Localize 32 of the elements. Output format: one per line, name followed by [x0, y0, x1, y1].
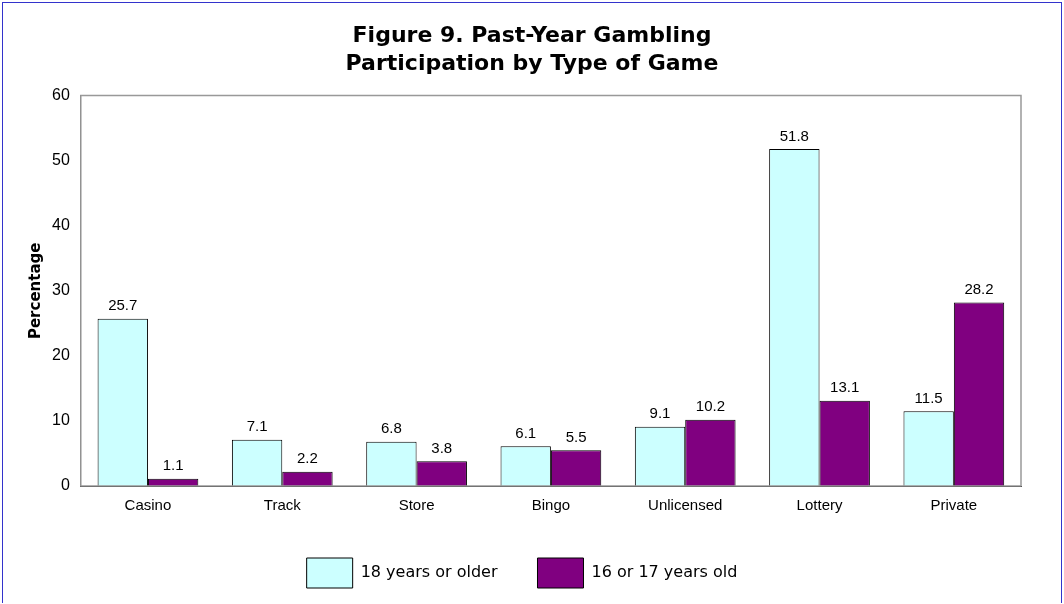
- x-tick-label: Store: [398, 496, 435, 514]
- data-label: 5.5: [565, 427, 587, 445]
- chart-title: Figure 9. Past-Year Gambling Participation by Type of Game: [344, 21, 720, 77]
- data-label: 7.1: [246, 417, 268, 435]
- data-label: 11.5: [914, 388, 943, 406]
- data-label: 3.8: [431, 438, 453, 456]
- x-tick-label: Casino: [124, 496, 172, 514]
- y-tick-label: 10: [52, 411, 70, 429]
- x-tick-label: Bingo: [531, 496, 571, 514]
- y-tick-label: 40: [52, 216, 70, 234]
- y-tick-label: 0: [60, 476, 70, 494]
- data-label: 2.2: [297, 449, 318, 467]
- data-label: 9.1: [649, 404, 671, 422]
- data-label: 13.1: [830, 378, 860, 396]
- data-label: 10.2: [695, 397, 725, 415]
- data-label: 6.8: [380, 419, 402, 437]
- y-tick-label: 20: [52, 346, 70, 364]
- y-tick-label: 60: [52, 86, 70, 104]
- legend-label: 18 years or older: [360, 562, 498, 582]
- y-axis-title: Percentage: [25, 242, 44, 340]
- x-tick-label: Track: [263, 496, 302, 514]
- x-tick-label: Private: [930, 496, 978, 514]
- data-label: 51.8: [779, 126, 809, 144]
- data-label: 1.1: [162, 456, 184, 474]
- y-tick-label: 50: [52, 151, 70, 169]
- data-label: 6.1: [515, 423, 537, 441]
- data-label: 25.7: [108, 296, 138, 314]
- x-tick-label: Unlicensed: [648, 496, 723, 514]
- legend-label: 16 or 17 years old: [591, 562, 738, 582]
- x-tick-label: Lottery: [796, 496, 843, 514]
- y-tick-label: 30: [52, 281, 70, 299]
- data-label: 28.2: [964, 280, 994, 298]
